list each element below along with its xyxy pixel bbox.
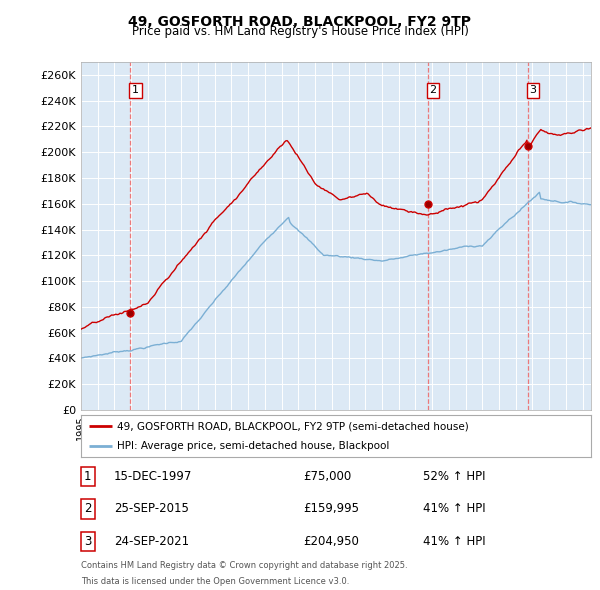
- Text: Contains HM Land Registry data © Crown copyright and database right 2025.: Contains HM Land Registry data © Crown c…: [81, 560, 407, 569]
- Text: £204,950: £204,950: [303, 535, 359, 548]
- Text: £75,000: £75,000: [303, 470, 351, 483]
- Text: 1: 1: [132, 86, 139, 96]
- Text: 49, GOSFORTH ROAD, BLACKPOOL, FY2 9TP: 49, GOSFORTH ROAD, BLACKPOOL, FY2 9TP: [128, 15, 472, 29]
- Text: 2: 2: [84, 502, 92, 516]
- Text: 25-SEP-2015: 25-SEP-2015: [114, 502, 189, 516]
- Text: 49, GOSFORTH ROAD, BLACKPOOL, FY2 9TP (semi-detached house): 49, GOSFORTH ROAD, BLACKPOOL, FY2 9TP (s…: [116, 421, 469, 431]
- Text: 3: 3: [84, 535, 91, 548]
- Text: 41% ↑ HPI: 41% ↑ HPI: [423, 502, 485, 516]
- Text: 41% ↑ HPI: 41% ↑ HPI: [423, 535, 485, 548]
- Text: 24-SEP-2021: 24-SEP-2021: [114, 535, 189, 548]
- Text: Price paid vs. HM Land Registry's House Price Index (HPI): Price paid vs. HM Land Registry's House …: [131, 25, 469, 38]
- Text: HPI: Average price, semi-detached house, Blackpool: HPI: Average price, semi-detached house,…: [116, 441, 389, 451]
- Text: 2: 2: [430, 86, 436, 96]
- Text: 1: 1: [84, 470, 92, 483]
- Text: 15-DEC-1997: 15-DEC-1997: [114, 470, 193, 483]
- Text: 52% ↑ HPI: 52% ↑ HPI: [423, 470, 485, 483]
- Text: £159,995: £159,995: [303, 502, 359, 516]
- Text: This data is licensed under the Open Government Licence v3.0.: This data is licensed under the Open Gov…: [81, 577, 349, 586]
- Text: 3: 3: [530, 86, 536, 96]
